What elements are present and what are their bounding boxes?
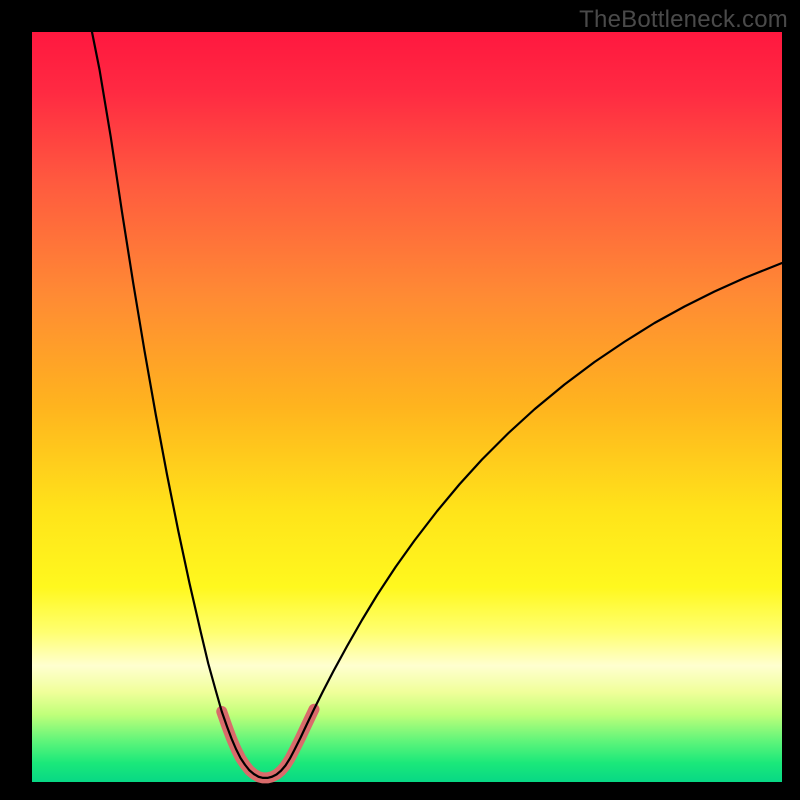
watermark-text: TheBottleneck.com: [579, 6, 788, 34]
bottleneck-curve: [32, 32, 782, 782]
plot-area: [32, 32, 782, 782]
